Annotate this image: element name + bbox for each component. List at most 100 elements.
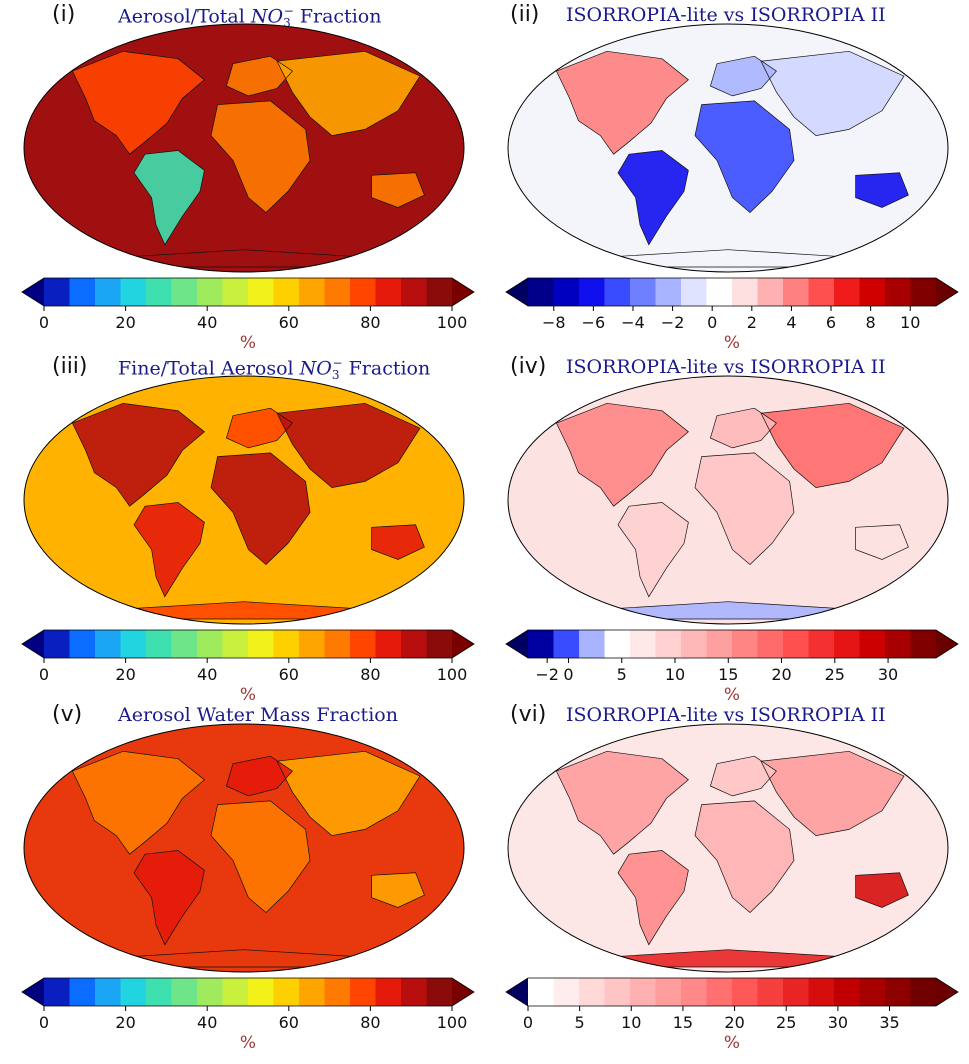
colorbar-segment xyxy=(197,630,223,658)
colorbar-segment xyxy=(69,630,96,658)
colorbar-tick-label: 0 xyxy=(39,313,49,332)
colorbar-unit: % xyxy=(724,1033,740,1053)
colorbar: 0 5 10 15 20 25 30 35% xyxy=(505,977,959,1053)
region-australia xyxy=(371,872,425,908)
colorbar-segment xyxy=(171,278,198,306)
coastline-asia xyxy=(276,402,421,488)
colorbar-segment xyxy=(426,630,453,658)
colorbar-segment xyxy=(69,978,96,1006)
coastline-europe xyxy=(225,407,293,449)
colorbar-tick-label: 20 xyxy=(115,665,135,684)
colorbar-segment xyxy=(604,630,631,658)
colorbar-segment xyxy=(655,630,682,658)
colorbar-tick-label: 25 xyxy=(776,1013,796,1032)
colorbar-tick-label: 5 xyxy=(575,1013,585,1032)
colorbar-segment xyxy=(604,978,631,1006)
map-boundary xyxy=(23,375,465,625)
colorbar-tick-label: 100 xyxy=(437,665,468,684)
colorbar-segment xyxy=(197,978,223,1006)
panel-title: ISORROPIA-lite vs ISORROPIA II xyxy=(566,4,886,26)
colorbar-segment xyxy=(222,978,249,1006)
coastline-africa xyxy=(210,100,311,213)
colorbar-segment xyxy=(783,630,809,658)
colorbar-segment xyxy=(885,978,911,1006)
colorbar-segment xyxy=(604,278,631,306)
title-suffix: Fraction xyxy=(293,5,382,28)
coastline-asia xyxy=(760,750,905,836)
region-samerica xyxy=(618,850,689,945)
colorbar-segment xyxy=(120,978,147,1006)
colorbar-segment xyxy=(324,630,351,658)
region-africa xyxy=(695,100,794,213)
colorbar-segment xyxy=(706,630,733,658)
coastline-africa xyxy=(694,100,795,213)
colorbar-tick-label: −2 xyxy=(661,313,685,332)
region-europe xyxy=(226,56,293,96)
coastline-namerica xyxy=(555,50,689,155)
colorbar-segment xyxy=(808,978,835,1006)
colorbar-tick-label: 20 xyxy=(115,1013,135,1032)
colorbar-segment xyxy=(732,978,758,1006)
colorbar-segment xyxy=(120,278,147,306)
colorbar: 0 20 40 60 80 100% xyxy=(21,629,475,705)
colorbar-segment xyxy=(426,278,453,306)
region-namerica xyxy=(72,51,205,155)
region-namerica xyxy=(556,751,689,855)
colorbar-extend-min xyxy=(22,978,44,1006)
coastline-asia xyxy=(760,402,905,488)
region-namerica xyxy=(556,403,689,507)
colorbar-unit: % xyxy=(724,685,740,705)
colorbar-segment xyxy=(401,278,427,306)
colorbar-segment xyxy=(146,630,172,658)
colorbar-segment xyxy=(95,978,121,1006)
coastline-asia xyxy=(760,50,905,136)
coastline-africa xyxy=(694,452,795,565)
colorbar-segment xyxy=(859,978,886,1006)
colorbar-segment xyxy=(350,630,376,658)
colorbar-segment xyxy=(44,630,70,658)
colorbar-segment xyxy=(808,278,835,306)
colorbar-tick-label: 40 xyxy=(197,665,217,684)
colorbar-segment xyxy=(95,278,121,306)
colorbar-segment xyxy=(910,978,937,1006)
coastline-asia xyxy=(276,750,421,836)
colorbar-segment xyxy=(44,978,70,1006)
colorbar-segment xyxy=(859,630,886,658)
colorbar-tick-label: 20 xyxy=(724,1013,744,1032)
colorbar-segment xyxy=(299,978,325,1006)
colorbar-segment xyxy=(222,630,249,658)
colorbar-tick-label: 10 xyxy=(621,1013,641,1032)
colorbar-tick-label: 60 xyxy=(279,1013,299,1032)
region-australia xyxy=(855,172,909,208)
panel-ii: (ii) ISORROPIA-lite vs ISORROPIA II −8 −6 −4… xyxy=(484,0,968,355)
map-boundary xyxy=(507,375,949,625)
coastline-samerica xyxy=(617,150,689,246)
map-boundary xyxy=(507,723,949,973)
region-asia xyxy=(277,403,420,488)
colorbar-segment xyxy=(146,278,172,306)
panel-vi: (vi) ISORROPIA-lite vs ISORROPIA II 0 5 10 15… xyxy=(484,700,968,1055)
colorbar-tick-label: 2 xyxy=(747,313,757,332)
colorbar-segment xyxy=(375,978,402,1006)
map-iii: 0 20 40 60 80 100% xyxy=(21,375,475,705)
colorbar: 0 20 40 60 80 100% xyxy=(21,977,475,1053)
title-superscript: − xyxy=(332,356,343,370)
region-samerica xyxy=(618,150,689,245)
colorbar-segment xyxy=(375,278,402,306)
panel-label: (vi) xyxy=(510,702,547,727)
title-species: NO xyxy=(299,357,332,380)
coastline-africa xyxy=(210,452,311,565)
panel-title: ISORROPIA-lite vs ISORROPIA II xyxy=(566,356,886,378)
colorbar-segment xyxy=(885,278,911,306)
panel-iii: (iii) Fine/Total Aerosol NO3− Fraction 0 20… xyxy=(0,352,484,707)
colorbar-tick-label: 40 xyxy=(197,1013,217,1032)
colorbar-tick-label: 20 xyxy=(115,313,135,332)
colorbar: −2 0 5 10 15 20 25 30% xyxy=(505,629,959,705)
panel-iv: (iv) ISORROPIA-lite vs ISORROPIA II −2 0 5 10… xyxy=(484,352,968,707)
colorbar-segment xyxy=(655,978,682,1006)
title-prefix: ISORROPIA-lite vs ISORROPIA II xyxy=(566,4,886,26)
colorbar-tick-label: 25 xyxy=(825,665,845,684)
colorbar-segment xyxy=(757,978,784,1006)
colorbar-tick-label: 30 xyxy=(828,1013,848,1032)
colorbar-extend-min xyxy=(22,278,44,306)
